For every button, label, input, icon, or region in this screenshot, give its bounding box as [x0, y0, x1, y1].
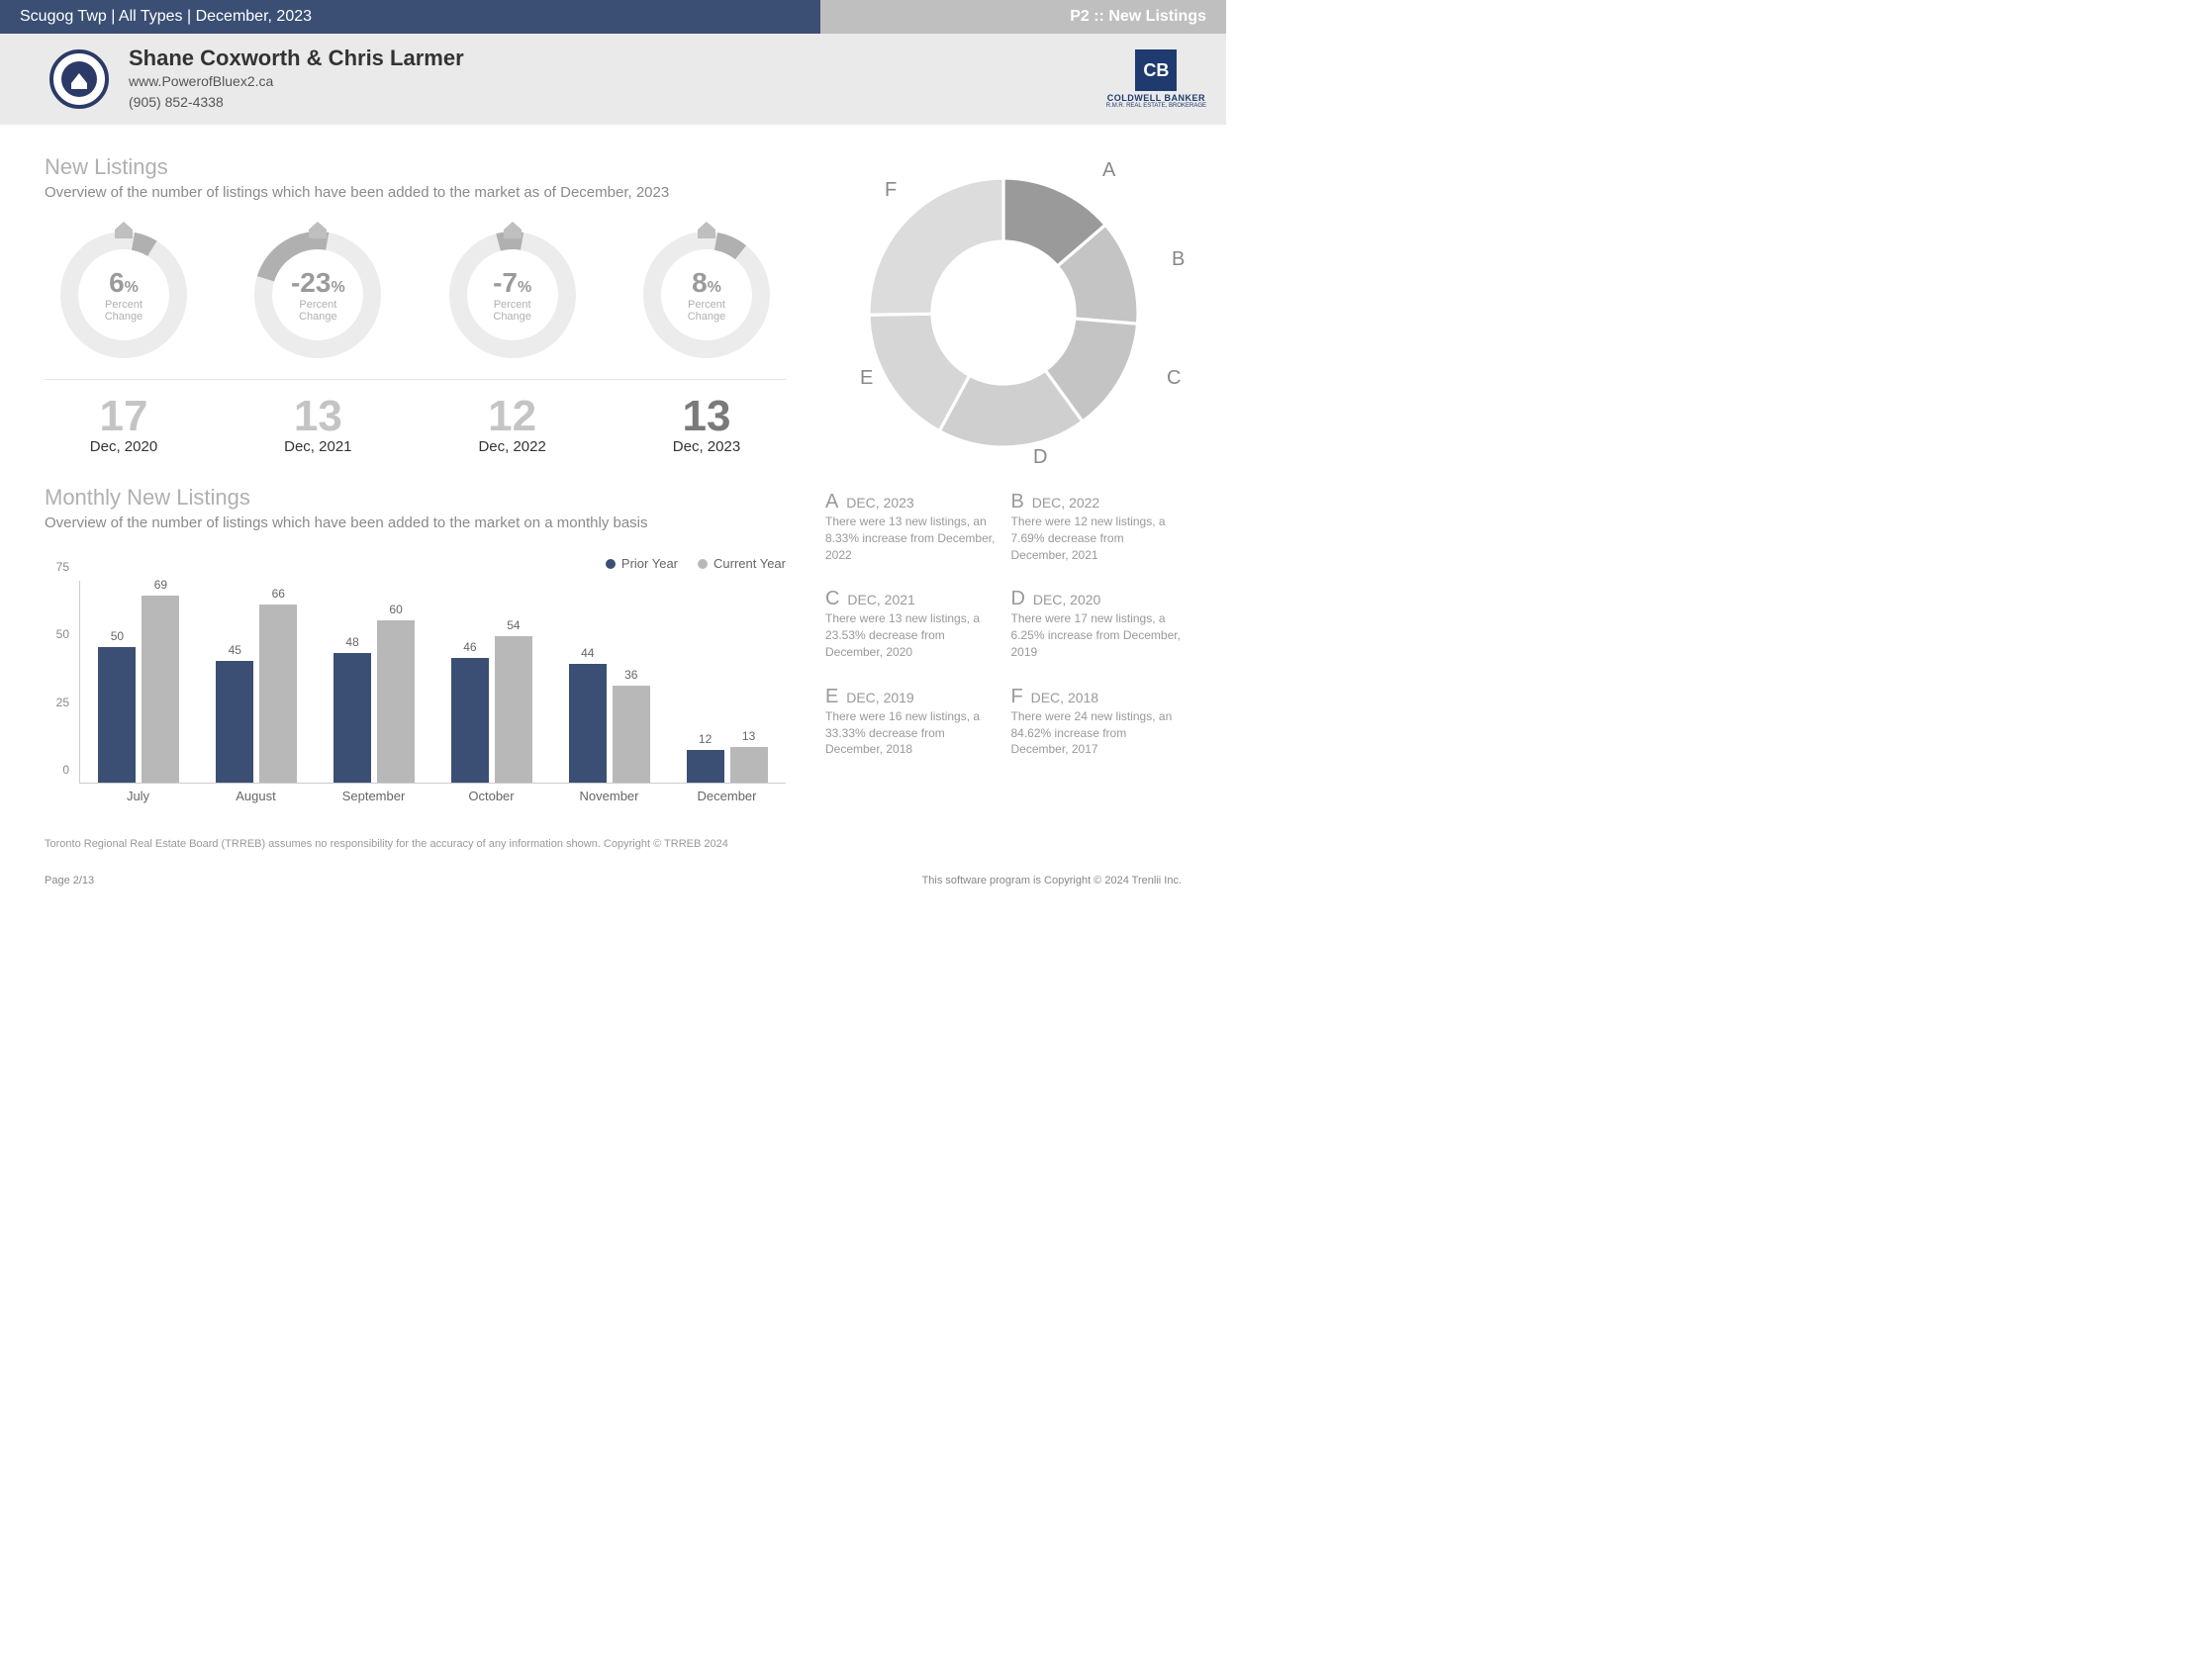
page-number: Page 2/13 [45, 875, 94, 887]
year-number: 13 [627, 395, 786, 438]
bar-current: 36 [613, 686, 650, 783]
y-tick: 25 [56, 696, 69, 709]
bar-group: 45 66 [216, 605, 297, 783]
x-label: September [342, 789, 406, 803]
year-number: 12 [433, 395, 592, 438]
gauge: -23% Percent Change [238, 226, 397, 364]
gauge-value: 6% [89, 267, 158, 299]
section1-title: New Listings [45, 154, 786, 180]
gauge-label: Percent Change [478, 299, 547, 323]
agent-bar: Shane Coxworth & Chris Larmer www.Powero… [0, 34, 1226, 125]
year-value: 13 Dec, 2021 [238, 395, 397, 455]
bar-chart: 0255075 50 69 45 66 48 60 46 54 44 36 12… [45, 581, 786, 808]
section2-title: Monthly New Listings [45, 485, 786, 511]
donut-notes: A DEC, 2023 There were 13 new listings, … [825, 491, 1182, 758]
gauge-value: -7% [478, 267, 547, 299]
donut-chart: ABCDEF [845, 154, 1162, 471]
year-values-row: 17 Dec, 2020 13 Dec, 2021 12 Dec, 2022 1… [45, 395, 786, 455]
footer: Toronto Regional Real Estate Board (TRRE… [0, 823, 1226, 906]
house-icon [695, 218, 718, 246]
disclaimer: Toronto Regional Real Estate Board (TRRE… [45, 838, 1182, 850]
bar-group: 12 13 [687, 747, 768, 783]
donut-note: E DEC, 2019 There were 16 new listings, … [825, 686, 997, 758]
donut-letter: E [860, 367, 873, 390]
breadcrumb: Scugog Twp | All Types | December, 2023 [0, 0, 820, 34]
legend-prior: Prior Year [621, 556, 678, 571]
donut-note: F DEC, 2018 There were 24 new listings, … [1011, 686, 1183, 758]
legend-dot-current [698, 559, 708, 569]
legend: Prior Year Current Year [45, 556, 786, 571]
gauge-label: Percent Change [283, 299, 352, 323]
bar-prior: 46 [451, 658, 489, 783]
agent-phone: (905) 852-4338 [129, 92, 464, 113]
bar-group: 50 69 [98, 596, 179, 783]
y-tick: 75 [56, 560, 69, 574]
bar-prior: 44 [569, 664, 607, 783]
gauge: -7% Percent Change [433, 226, 592, 364]
x-label: November [580, 789, 639, 803]
bar-current: 66 [259, 605, 297, 783]
year-value: 12 Dec, 2022 [433, 395, 592, 455]
gauge-label: Percent Change [672, 299, 741, 323]
gauge: 8% Percent Change [627, 226, 786, 364]
donut-letter: A [1102, 159, 1115, 182]
donut-note: B DEC, 2022 There were 12 new listings, … [1011, 491, 1183, 563]
gauge-value: 8% [672, 267, 741, 299]
top-bar: Scugog Twp | All Types | December, 2023 … [0, 0, 1226, 34]
bar-current: 13 [730, 747, 768, 783]
donut-letter: F [885, 179, 897, 202]
bar-current: 54 [495, 636, 532, 783]
bar-prior: 12 [687, 750, 724, 783]
house-icon [306, 218, 330, 246]
year-label: Dec, 2020 [45, 438, 203, 455]
donut-letter: D [1033, 446, 1047, 469]
section1-subtitle: Overview of the number of listings which… [45, 184, 786, 201]
page-label: P2 :: New Listings [820, 0, 1226, 34]
house-icon [112, 218, 136, 246]
agent-website: www.PowerofBluex2.ca [129, 71, 464, 92]
house-icon [501, 218, 524, 246]
bar-current: 60 [377, 620, 415, 783]
donut-letter: B [1172, 248, 1185, 271]
copyright: This software program is Copyright © 202… [922, 875, 1182, 887]
year-label: Dec, 2022 [433, 438, 592, 455]
brand-sub: R.M.R. REAL ESTATE, BROKERAGE [1106, 103, 1206, 109]
donut-note: A DEC, 2023 There were 13 new listings, … [825, 491, 997, 563]
x-label: July [127, 789, 149, 803]
bar-prior: 45 [216, 661, 253, 783]
brand-name: COLDWELL BANKER [1106, 93, 1206, 103]
x-label: August [236, 789, 275, 803]
x-label: October [468, 789, 514, 803]
gauge-row: 6% Percent Change -23% Percent Change [45, 226, 786, 364]
bar-group: 46 54 [451, 636, 532, 783]
legend-current: Current Year [713, 556, 786, 571]
x-label: December [698, 789, 757, 803]
section2-subtitle: Overview of the number of listings which… [45, 514, 786, 531]
y-tick: 50 [56, 627, 69, 641]
brand-logo: CB COLDWELL BANKER R.M.R. REAL ESTATE, B… [1106, 49, 1206, 109]
year-number: 17 [45, 395, 203, 438]
bar-group: 48 60 [333, 620, 415, 783]
bar-prior: 50 [98, 647, 136, 783]
gauge: 6% Percent Change [45, 226, 203, 364]
year-label: Dec, 2021 [238, 438, 397, 455]
year-value: 17 Dec, 2020 [45, 395, 203, 455]
bar-group: 44 36 [569, 664, 650, 783]
bar-prior: 48 [333, 653, 371, 783]
agent-name: Shane Coxworth & Chris Larmer [129, 46, 464, 71]
brand-icon: CB [1135, 49, 1177, 91]
legend-dot-prior [606, 559, 616, 569]
year-label: Dec, 2023 [627, 438, 786, 455]
donut-letter: C [1167, 367, 1181, 390]
donut-note: C DEC, 2021 There were 13 new listings, … [825, 588, 997, 660]
year-value: 13 Dec, 2023 [627, 395, 786, 455]
gauge-value: -23% [283, 267, 352, 299]
agent-logo-icon [49, 49, 109, 109]
gauge-label: Percent Change [89, 299, 158, 323]
year-number: 13 [238, 395, 397, 438]
y-tick: 0 [62, 763, 69, 777]
donut-note: D DEC, 2020 There were 17 new listings, … [1011, 588, 1183, 660]
bar-current: 69 [142, 596, 179, 783]
divider [45, 379, 786, 380]
